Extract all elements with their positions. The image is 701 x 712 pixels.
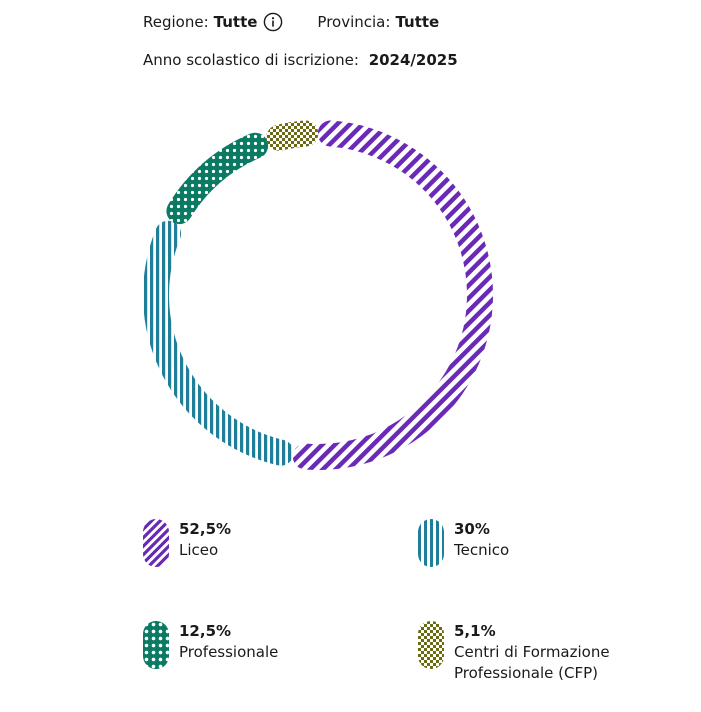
- legend-pct-cfp: 5,1%: [454, 622, 496, 640]
- donut-slice-centri[interactable]: [266, 120, 319, 151]
- school-year-value: 2024/2025: [368, 51, 458, 69]
- legend-item-tecnico: 30% Tecnico: [418, 519, 509, 567]
- legend-swatch-liceo: [143, 519, 169, 567]
- legend-text-professionale: 12,5% Professionale: [179, 621, 278, 663]
- legend-text-tecnico: 30% Tecnico: [454, 519, 509, 561]
- legend-swatch-professionale: [143, 621, 169, 669]
- legend-name-cfp: Centri di Formazione Professionale (CFP): [454, 643, 610, 682]
- legend-swatch-cfp: [418, 621, 444, 669]
- region-value: Tutte: [213, 13, 258, 31]
- legend-pct-liceo: 52,5%: [179, 520, 232, 538]
- province-filter[interactable]: Provincia: Tutte: [317, 12, 439, 32]
- donut-slice-tecnico[interactable]: [143, 220, 294, 466]
- donut-arcs: [143, 120, 494, 471]
- legend-item-professionale: 12,5% Professionale: [143, 621, 278, 669]
- legend-pct-tecnico: 30%: [454, 520, 490, 538]
- province-value: Tutte: [395, 13, 440, 31]
- legend-swatch-tecnico: [418, 519, 444, 567]
- donut-slice-liceo[interactable]: [292, 120, 494, 471]
- legend-pct-professionale: 12,5%: [179, 622, 232, 640]
- legend-text-liceo: 52,5% Liceo: [179, 519, 231, 561]
- legend-name-tecnico: Tecnico: [454, 541, 510, 559]
- legend-item-liceo: 52,5% Liceo: [143, 519, 231, 567]
- region-filter[interactable]: Regione: Tutte: [143, 12, 283, 32]
- legend-text-cfp: 5,1% Centri di Formazione Professionale …: [454, 621, 624, 684]
- legend-name-liceo: Liceo: [179, 541, 219, 559]
- filters-bar: Regione: Tutte Provincia: Tutte: [143, 12, 439, 32]
- region-label: Regione:: [143, 13, 209, 31]
- province-label: Provincia:: [317, 13, 391, 31]
- donut-slice-professionale[interactable]: [166, 132, 269, 225]
- school-year-label: Anno scolastico di iscrizione:: [143, 51, 359, 69]
- school-year: Anno scolastico di iscrizione: 2024/2025: [143, 50, 458, 70]
- info-icon[interactable]: [263, 12, 283, 32]
- legend-name-professionale: Professionale: [179, 643, 279, 661]
- legend-item-cfp: 5,1% Centri di Formazione Professionale …: [418, 621, 624, 684]
- filter-row: Regione: Tutte Provincia: Tutte: [143, 12, 439, 32]
